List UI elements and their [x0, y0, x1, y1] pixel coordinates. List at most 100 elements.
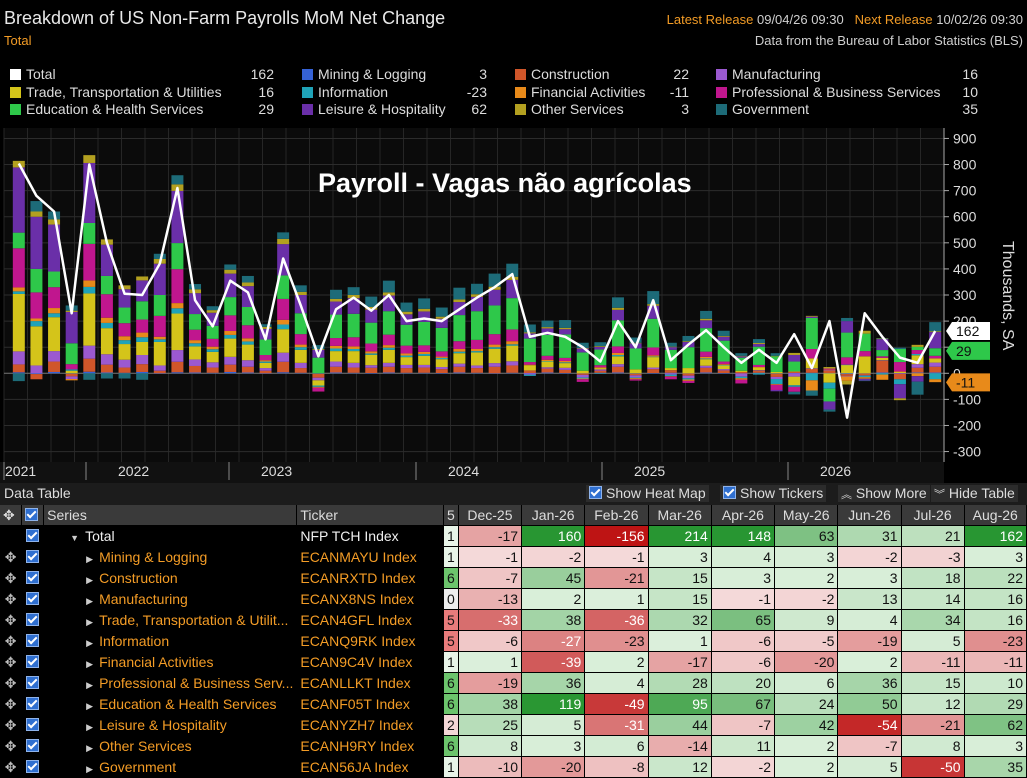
col-header-series[interactable]: Series	[43, 505, 298, 526]
series-cell[interactable]: ▶ Financial Activities	[43, 651, 298, 673]
ticker-cell[interactable]: ECANYZH7 Index	[296, 714, 444, 736]
legend-item[interactable]: Other Services 3	[515, 101, 689, 118]
legend-item[interactable]: Financial Activities -11	[515, 84, 689, 101]
move-icon[interactable]: ✥	[0, 693, 23, 715]
table-row[interactable]: ✥ ▶ Government ECAN56JA Index 1 -10 -20 -8 12 -2 2…	[0, 756, 1027, 778]
row-checkbox[interactable]	[21, 567, 45, 589]
legend-item[interactable]: Manufacturing 16	[716, 66, 978, 83]
col-header-ticker[interactable]: Ticker	[296, 505, 444, 526]
row-checkbox[interactable]	[21, 693, 45, 715]
legend-item[interactable]: Construction 22	[515, 66, 689, 83]
ticker-cell[interactable]: ECANRXTD Index	[296, 567, 444, 589]
col-header-month[interactable]: May-26	[774, 505, 839, 526]
col-header-month[interactable]: Apr-26	[711, 505, 776, 526]
bar-segment	[418, 345, 431, 352]
legend-item[interactable]: Government 35	[716, 101, 978, 118]
show-more-button[interactable]: ︽ Show More	[838, 485, 930, 502]
series-cell[interactable]: ▶ Other Services	[43, 735, 298, 757]
legend-item[interactable]: Leisure & Hospitality 62	[302, 101, 487, 118]
move-icon[interactable]: ✥	[0, 567, 23, 589]
move-icon[interactable]: ✥	[0, 630, 23, 652]
col-header-month[interactable]: Aug-26	[964, 505, 1027, 526]
col-header-month[interactable]: Mar-26	[648, 505, 712, 526]
col5-cell: 6	[443, 672, 459, 694]
table-row[interactable]: ✥ ▶ Information ECANQ9RK Index 5 -6 -27 -23 1 -6-…	[0, 630, 1027, 652]
table-row[interactable]: ✥ ▶ Mining & Logging ECANMAYU Index 1 -1 -2 -1 3…	[0, 546, 1027, 568]
bar-segment	[418, 298, 431, 309]
legend-item[interactable]: Mining & Logging 3	[302, 66, 487, 83]
col-header-month[interactable]: Jul-26	[901, 505, 965, 526]
col-header-month[interactable]: Feb-26	[584, 505, 649, 526]
series-cell[interactable]: ▶ Manufacturing	[43, 588, 298, 610]
bar-segment	[682, 379, 695, 381]
series-cell[interactable]: ▶ Construction	[43, 567, 298, 589]
ticker-cell[interactable]: ECANLLKT Index	[296, 672, 444, 694]
table-row[interactable]: ✥ ▶ Education & Health Services ECANF05T In…	[0, 693, 1027, 715]
row-checkbox[interactable]	[21, 672, 45, 694]
row-checkbox[interactable]	[21, 609, 45, 631]
table-row[interactable]: ✥ ▶ Financial Activities ECAN9C4V Index 1 1 -3…	[0, 651, 1027, 673]
move-icon[interactable]: ✥	[0, 609, 23, 631]
row-checkbox[interactable]	[21, 714, 45, 736]
ticker-cell[interactable]: NFP TCH Index	[296, 525, 444, 547]
move-icon[interactable]: ✥	[0, 588, 23, 610]
legend-item[interactable]: Professional & Business Services 10	[716, 84, 978, 101]
col-header-month[interactable]: Jun-26	[837, 505, 902, 526]
bar-segment	[118, 323, 131, 337]
move-icon[interactable]: ✥	[0, 546, 23, 568]
col-header-5[interactable]: 5	[443, 505, 459, 526]
ticker-cell[interactable]: ECANQ9RK Index	[296, 630, 444, 652]
ticker-cell[interactable]: ECAN4GFL Index	[296, 609, 444, 631]
move-icon[interactable]: ✥	[0, 714, 23, 736]
row-checkbox[interactable]	[21, 735, 45, 757]
legend-item[interactable]: Trade, Transportation & Utilities 16	[10, 84, 274, 101]
row-checkbox[interactable]	[21, 588, 45, 610]
table-row[interactable]: ✥ ▶ Leisure & Hospitality ECANYZH7 Index 2 25…	[0, 714, 1027, 736]
table-row[interactable]: ✥ ▶ Other Services ECANH9RY Index 6 8 3 6 -14 11 2…	[0, 735, 1027, 757]
series-cell[interactable]: ▶ Professional & Business Serv...	[43, 672, 298, 694]
table-row[interactable]: ✥ ▶ Manufacturing ECANX8NS Index 0 -13 2 1 15 -1-…	[0, 588, 1027, 610]
show-tickers-toggle[interactable]: Show Tickers	[720, 485, 827, 502]
ticker-cell[interactable]: ECANX8NS Index	[296, 588, 444, 610]
row-checkbox[interactable]	[21, 630, 45, 652]
ticker-cell[interactable]: ECANMAYU Index	[296, 546, 444, 568]
col-header-month[interactable]: Jan-26	[521, 505, 586, 526]
legend-item[interactable]: Information -23	[302, 84, 487, 101]
series-cell[interactable]: ▶ Mining & Logging	[43, 546, 298, 568]
series-cell[interactable]: ▶ Trade, Transportation & Utilit...	[43, 609, 298, 631]
col-header-month[interactable]: Dec-25	[458, 505, 523, 526]
show-heat-map-toggle[interactable]: Show Heat Map	[586, 485, 709, 502]
bar-segment	[136, 319, 149, 333]
series-cell[interactable]: ▶ Information	[43, 630, 298, 652]
bar-segment	[277, 298, 290, 320]
row-checkbox[interactable]	[21, 525, 45, 547]
table-row[interactable]: ▼ Total NFP TCH Index 1 -17 160 -156 214 148 63 31…	[0, 525, 1027, 547]
hide-table-button[interactable]: ︾ Hide Table	[931, 485, 1018, 502]
series-cell[interactable]: ▶ Leisure & Hospitality	[43, 714, 298, 736]
table-row[interactable]: ✥ ▶ Construction ECANRXTD Index 6 -7 45 -21 15 3 2…	[0, 567, 1027, 589]
ticker-cell[interactable]: ECAN9C4V Index	[296, 651, 444, 673]
ticker-cell[interactable]: ECANF05T Index	[296, 693, 444, 715]
ticker-cell[interactable]: ECANH9RY Index	[296, 735, 444, 757]
series-cell[interactable]: ▼ Total	[43, 525, 298, 547]
table-row[interactable]: ✥ ▶ Trade, Transportation & Utilit... ECAN4…	[0, 609, 1027, 631]
select-all-checkbox[interactable]	[21, 505, 45, 526]
move-icon[interactable]	[0, 525, 23, 547]
legend-item[interactable]: Total 162	[10, 66, 274, 83]
value-cell: -1	[458, 546, 523, 568]
move-icon[interactable]: ✥	[0, 672, 23, 694]
move-icon[interactable]: ✥	[0, 505, 23, 526]
row-checkbox[interactable]	[21, 546, 45, 568]
ticker-cell[interactable]: ECAN56JA Index	[296, 756, 444, 778]
bar-segment	[65, 373, 78, 374]
series-cell[interactable]: ▶ Education & Health Services	[43, 693, 298, 715]
row-checkbox[interactable]	[21, 651, 45, 673]
table-row[interactable]: ✥ ▶ Professional & Business Serv... ECANLLK…	[0, 672, 1027, 694]
legend-item[interactable]: Education & Health Services 29	[10, 101, 274, 118]
value-cell: 6	[774, 672, 839, 694]
move-icon[interactable]: ✥	[0, 651, 23, 673]
move-icon[interactable]: ✥	[0, 735, 23, 757]
row-checkbox[interactable]	[21, 756, 45, 778]
move-icon[interactable]: ✥	[0, 756, 23, 778]
series-cell[interactable]: ▶ Government	[43, 756, 298, 778]
